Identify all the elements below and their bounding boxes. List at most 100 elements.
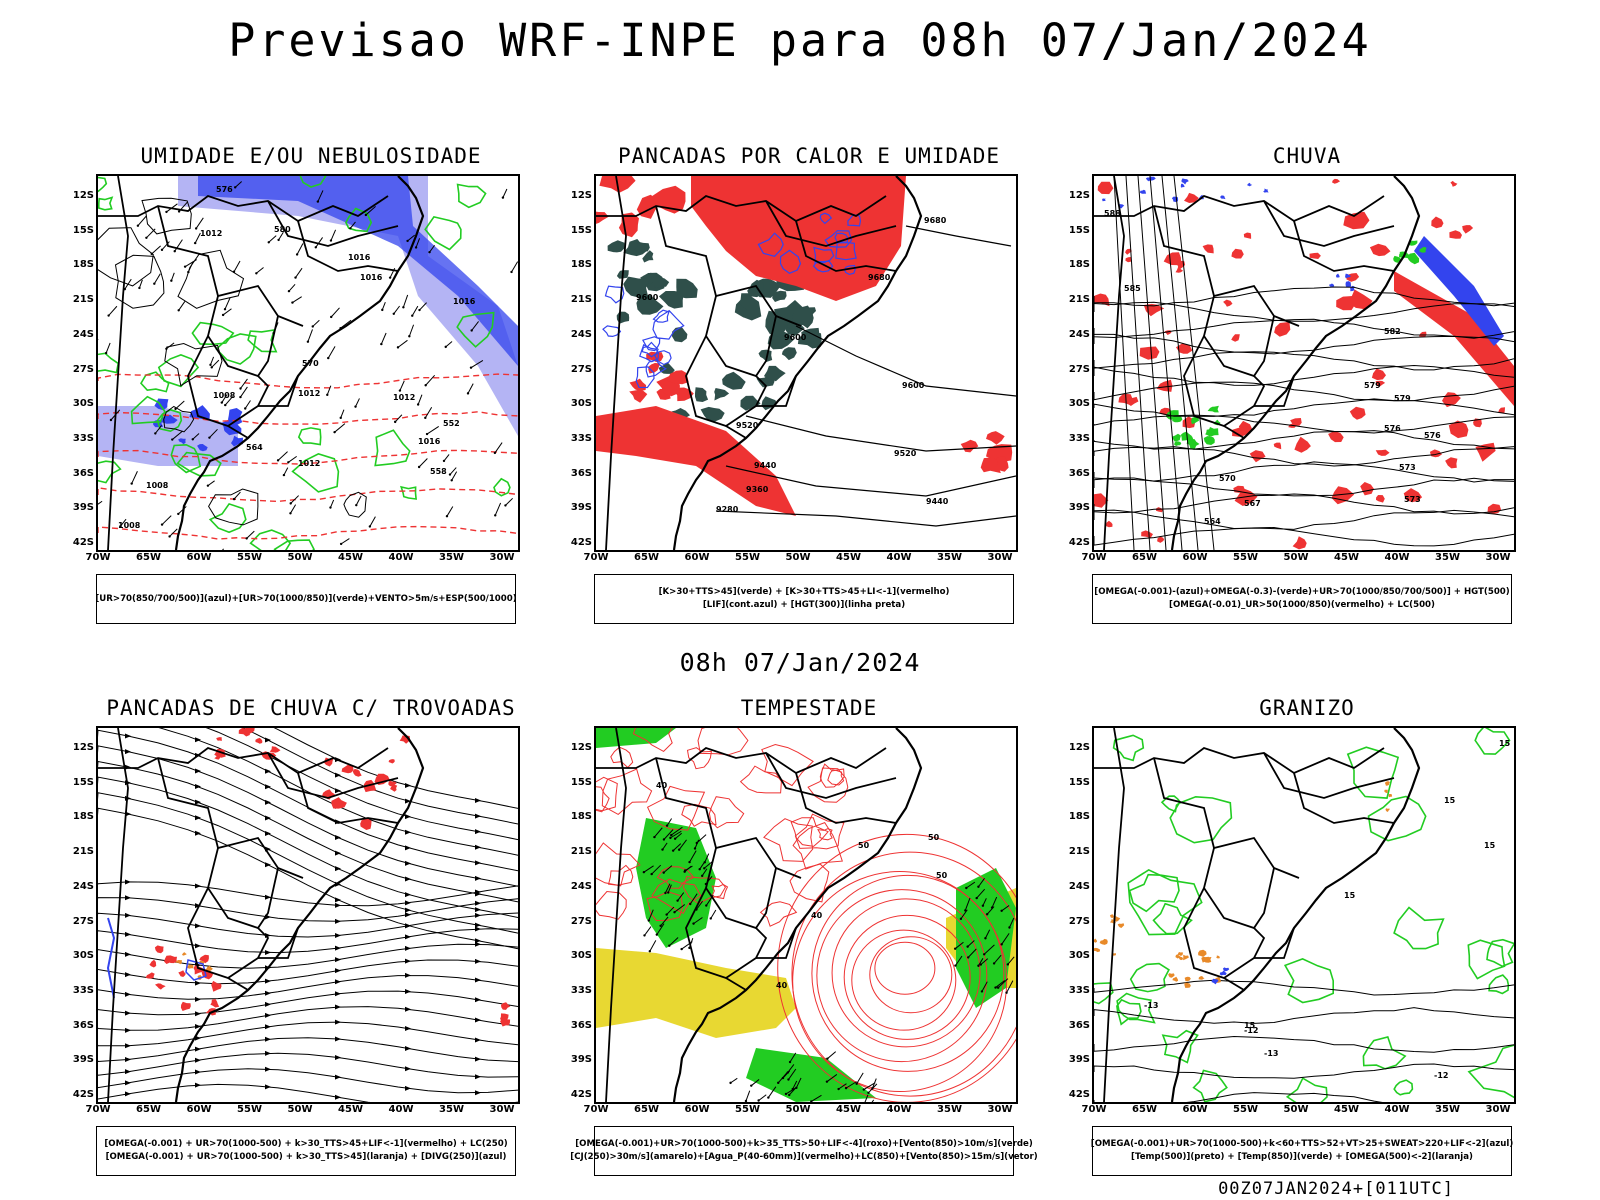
rain-patch (1105, 520, 1113, 528)
convection-zone-green (676, 278, 698, 299)
streamline-arrow (265, 1012, 271, 1018)
wind-arrow-head (1000, 909, 1003, 912)
wind-arrow-head (659, 924, 662, 928)
wind-vector (997, 978, 1009, 989)
wind-arrow-head (855, 1082, 858, 1085)
streamline-arrow (195, 815, 201, 821)
contour-label: 564 (246, 443, 263, 452)
longitude-label: 40W (388, 552, 414, 563)
streamline-arrow (405, 934, 411, 940)
hail-patch (1222, 967, 1230, 972)
wind-arrow-head (992, 962, 996, 965)
streamline (98, 1006, 518, 1031)
panel-legend: [OMEGA(-0.001)+UR>70(1000-500)+k<60+TTS>… (1090, 1126, 1514, 1176)
temp-850-contour (1094, 982, 1114, 1005)
temp-850-contour (1116, 992, 1156, 1024)
country-border (1263, 752, 1395, 799)
streamline-arrow (335, 918, 341, 924)
wind-vector (701, 868, 708, 877)
heavy-rain-patch (1393, 255, 1402, 263)
wind-vector (656, 923, 665, 935)
low-humidity-contour (215, 333, 257, 365)
wind-arrow (138, 279, 143, 289)
omega-patch (1336, 273, 1340, 278)
longitude-label: 65W (136, 552, 161, 563)
country-border (107, 176, 129, 550)
latitude-label: 30S (72, 950, 94, 962)
map-area[interactable] (96, 726, 520, 1104)
wind-arrow-head (444, 345, 447, 349)
streamline-arrow (475, 922, 481, 928)
streamline-arrow (335, 902, 341, 908)
streamline-arrow (475, 912, 481, 918)
wind-vector (694, 839, 700, 849)
latitude-axis: 12S 15S 18S 21S 24S 27S 30S 33S 36S 39S 42S (1058, 174, 1090, 552)
latitude-label: 12S (1068, 190, 1090, 201)
wind-arrow-head (183, 265, 187, 268)
convection-zone-green (642, 250, 654, 263)
omega-patch (1329, 283, 1335, 287)
wind-arrow-head (255, 272, 258, 275)
latitude-axis: 12S 15S 18S 21S 24S 27S 30S 33S 36S 39S 42S (62, 726, 94, 1104)
longitude-label: 35W (439, 552, 464, 563)
latitude-label: 36S (72, 467, 94, 479)
wind-vector (644, 926, 652, 936)
rain-patch (1141, 530, 1153, 538)
map-area[interactable]: 1012 1012 1016 1016 1012 1008 1012 1016 1016 1008… (96, 174, 520, 552)
wind-arrow-head (206, 484, 210, 487)
map-area[interactable]: 588 585 582 579 576 573 570 567 564 579 576 573 (1092, 174, 1516, 552)
temp-500-contour (1094, 1035, 1514, 1053)
streamline-arrow (265, 990, 271, 996)
heavy-rain-patch (1191, 416, 1199, 425)
streamline-arrow (195, 1024, 201, 1030)
latitude-label: 36S (1068, 1019, 1090, 1031)
streamline-arrow (125, 879, 131, 885)
rain-patch (1350, 289, 1373, 310)
map-area[interactable]: 40 50 50 40 40 50 (594, 726, 1018, 1104)
instability-patch (187, 964, 194, 969)
panel-legend: [OMEGA(-0.001)+UR>70(1000-500)+k>35_TTS>… (570, 1126, 1038, 1176)
country-border (187, 887, 270, 979)
country-border (227, 927, 299, 991)
streamline-arrow (475, 797, 481, 803)
longitude-label: 45W (1334, 1104, 1359, 1115)
thunderstorm-patch (390, 784, 398, 792)
wind-vector (670, 830, 682, 839)
wind-arrow-head (289, 502, 292, 505)
latitude-label: 36S (570, 1019, 592, 1031)
wind-vector (651, 864, 662, 875)
wind-arrow-head (642, 870, 646, 874)
latitude-label: 21S (570, 846, 592, 858)
wind-arrow-head (224, 403, 227, 407)
contour-label: 1012 (298, 389, 320, 398)
wind-arrow (146, 228, 156, 239)
low-humidity-contour (157, 354, 200, 388)
map-area[interactable]: 15 15 15 15 15 -13 -12 -13 -12 (1092, 726, 1516, 1104)
wind-arrow (178, 301, 186, 311)
geopotential-contour (1094, 446, 1514, 467)
rain-patch (1332, 178, 1341, 184)
convection-zone-green (636, 295, 664, 315)
contour-label: 567 (1244, 499, 1261, 508)
streamline-arrow (125, 1091, 131, 1097)
map-area[interactable]: 9680 9680 9600 9600 9600 9520 9520 9440 9440 9360… (594, 174, 1018, 552)
streamline-arrow (405, 876, 411, 882)
wind-arrow-head (667, 891, 670, 894)
legend-line: [OMEGA(-0.001)+UR>70(1000-500)+k<60+TTS>… (1090, 1139, 1514, 1149)
panel-title: TEMPESTADE (740, 696, 878, 720)
height-contour (725, 465, 1016, 497)
geopotential-contour (1094, 477, 1514, 497)
latitude-label: 30S (570, 398, 592, 410)
wind-arrow (187, 261, 194, 273)
precipitable-water-contour (792, 821, 843, 870)
rain-patch (1431, 216, 1444, 229)
rain-patch (1371, 368, 1386, 381)
streamline-arrow (195, 996, 201, 1002)
precipitable-water-contour (697, 728, 749, 756)
wind-arrow-head (193, 241, 197, 245)
wind-arrow (211, 359, 220, 368)
thunderstorm-patch (501, 1002, 511, 1010)
wind-arrow-head (150, 252, 153, 256)
latitude-label: 42S (1068, 537, 1090, 548)
wind-arrow-head (688, 860, 691, 864)
